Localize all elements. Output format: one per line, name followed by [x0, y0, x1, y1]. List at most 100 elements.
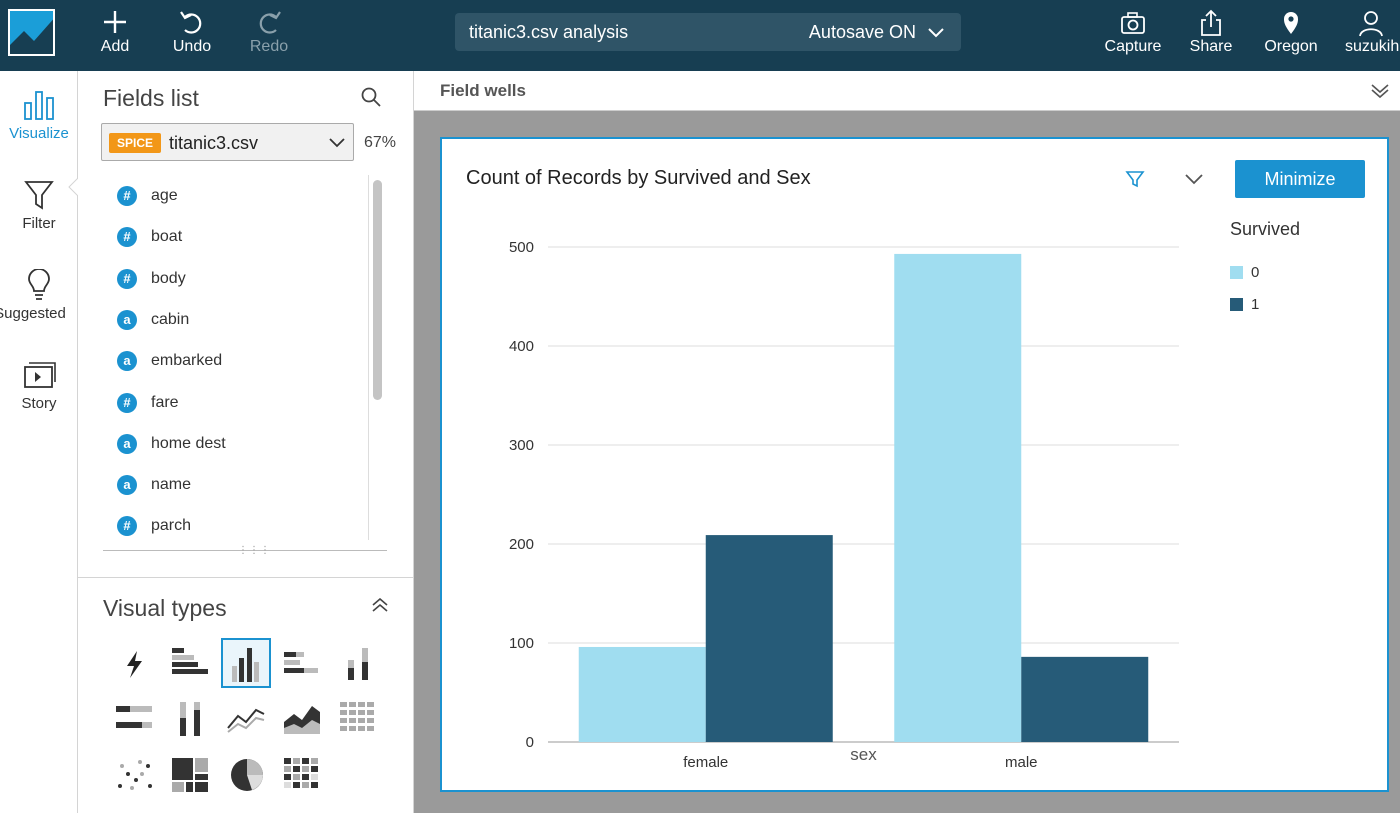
user-icon [1359, 11, 1383, 37]
rail-visualize-label: Visualize [9, 125, 69, 142]
numeric-field-icon: # [117, 186, 137, 206]
legend-label: 0 [1251, 264, 1260, 281]
chevron-up-icon[interactable] [371, 598, 389, 612]
search-icon[interactable] [360, 86, 382, 108]
scrollbar-thumb[interactable] [373, 180, 382, 400]
chevron-down-icon [329, 138, 345, 148]
bar-female-survived-1 [705, 535, 833, 742]
y-tick-label: 0 [526, 734, 534, 751]
rail-story-label: Story [21, 395, 57, 412]
capture-label: Capture [1104, 38, 1162, 55]
analysis-title-box[interactable]: titanic3.csv analysis Autosave ON [455, 13, 961, 51]
redo-button[interactable]: Redo [247, 8, 291, 64]
visual-type-stacked-horizontal-bar[interactable] [278, 638, 328, 688]
undo-label: Undo [172, 38, 212, 55]
share-button[interactable]: Share [1187, 8, 1235, 64]
filter-icon [24, 181, 54, 210]
autosave-dropdown[interactable]: Autosave ON [809, 22, 945, 43]
lightning-icon [127, 651, 142, 678]
x-tick-label: male [1005, 754, 1038, 771]
fields-list-title: Fields list [103, 85, 199, 111]
chevron-down-icon[interactable] [1184, 172, 1204, 186]
visual-type-area-chart[interactable] [278, 694, 328, 744]
field-name: parch [151, 517, 192, 535]
capture-button[interactable]: Capture [1103, 8, 1163, 64]
rail-story[interactable]: Story [0, 361, 78, 412]
rail-visualize[interactable]: Visualize [0, 89, 78, 142]
double-chevron-down-icon[interactable] [1370, 83, 1390, 99]
stacked-horizontal-bar-icon [284, 652, 318, 673]
rail-suggested-label: Suggested [0, 305, 66, 322]
stacked-100-horizontal-bar-icon [116, 706, 152, 728]
add-label: Add [100, 38, 130, 55]
visual-title[interactable]: Count of Records by Survived and Sex [466, 167, 811, 189]
text-field-icon: a [117, 433, 137, 454]
undo-button[interactable]: Undo [170, 8, 214, 64]
add-button[interactable]: Add [95, 8, 135, 64]
field-name: body [151, 269, 186, 287]
dataset-name: titanic3.csv [169, 133, 259, 153]
chevron-down-icon [928, 28, 944, 38]
visual-types-title: Visual types [103, 595, 227, 621]
user-menu[interactable]: suzukih [1345, 8, 1400, 64]
redo-icon [259, 11, 281, 34]
redo-label: Redo [249, 38, 289, 55]
visual-type-stacked-100-vertical-bar[interactable] [166, 694, 216, 744]
bar-male-survived-0 [894, 253, 1022, 742]
user-label: suzukih [1345, 38, 1400, 55]
x-axis-title: sex [850, 745, 877, 764]
visual-type-heat-map[interactable] [278, 750, 328, 800]
field-wells-label: Field wells [440, 81, 526, 100]
visual-type-pivot-table[interactable] [334, 694, 384, 744]
numeric-field-icon: # [117, 227, 137, 248]
table-icon [340, 702, 374, 731]
visual-type-scatter-plot[interactable] [110, 750, 160, 800]
spice-usage-percent: 67% [364, 134, 397, 151]
visual-type-horizontal-bar[interactable] [166, 638, 216, 688]
rail-filter[interactable]: Filter [0, 179, 78, 232]
field-name: age [151, 187, 178, 204]
visual-type-stacked-100-horizontal-bar[interactable] [110, 694, 160, 744]
heat-map-icon [284, 758, 318, 788]
quicksight-logo-icon[interactable] [8, 9, 55, 56]
visual-type-autograph[interactable] [110, 638, 160, 688]
y-tick-label: 400 [509, 338, 534, 355]
bar-female-survived-0 [578, 646, 706, 742]
autosave-label: Autosave ON [808, 22, 916, 42]
stacked-100-vertical-bar-icon [180, 702, 200, 736]
analysis-title[interactable]: titanic3.csv analysis [469, 22, 629, 42]
y-tick-label: 500 [509, 239, 534, 256]
visual-type-line-chart[interactable] [222, 694, 272, 744]
field-name: fare [151, 393, 179, 411]
rail-filter-label: Filter [22, 215, 56, 232]
visual-types-panel: Visual types [78, 577, 414, 813]
legend-swatch [1230, 298, 1243, 311]
panel-divider [103, 550, 387, 551]
legend-title: Survived [1230, 219, 1301, 239]
share-label: Share [1189, 38, 1233, 55]
text-field-icon: a [117, 475, 137, 496]
rail-suggested[interactable]: Suggested [0, 269, 78, 322]
visual-type-tree-map[interactable] [166, 750, 216, 800]
region-button[interactable]: Oregon [1262, 8, 1320, 64]
field-wells-bar[interactable]: Field wells [414, 71, 1400, 111]
minimize-button[interactable]: Minimize [1235, 160, 1365, 198]
field-name: name [151, 476, 192, 494]
visual-type-vertical-bar[interactable] [221, 638, 271, 688]
visual-type-stacked-vertical-bar[interactable] [334, 638, 384, 688]
visual-card[interactable]: Count of Records by Survived and Sex Min… [440, 137, 1389, 792]
filter-icon[interactable] [1125, 169, 1145, 189]
y-tick-label: 100 [509, 635, 534, 652]
left-rail: Visualize Filter Suggested Story [0, 71, 78, 813]
field-name: home dest [151, 434, 226, 452]
resize-grip-icon[interactable]: ⋮⋮⋮ [238, 545, 271, 556]
numeric-field-icon: # [117, 268, 137, 289]
bar-male-survived-1 [1021, 656, 1149, 742]
field-list-scrollbar[interactable] [368, 175, 388, 540]
visual-type-pie-chart[interactable] [222, 750, 272, 800]
dataset-select[interactable]: SPICE titanic3.csv [101, 123, 354, 161]
field-name: embarked [151, 352, 223, 370]
legend-label: 1 [1251, 296, 1260, 313]
story-icon [24, 362, 56, 388]
vertical-bar-icon [232, 648, 259, 682]
